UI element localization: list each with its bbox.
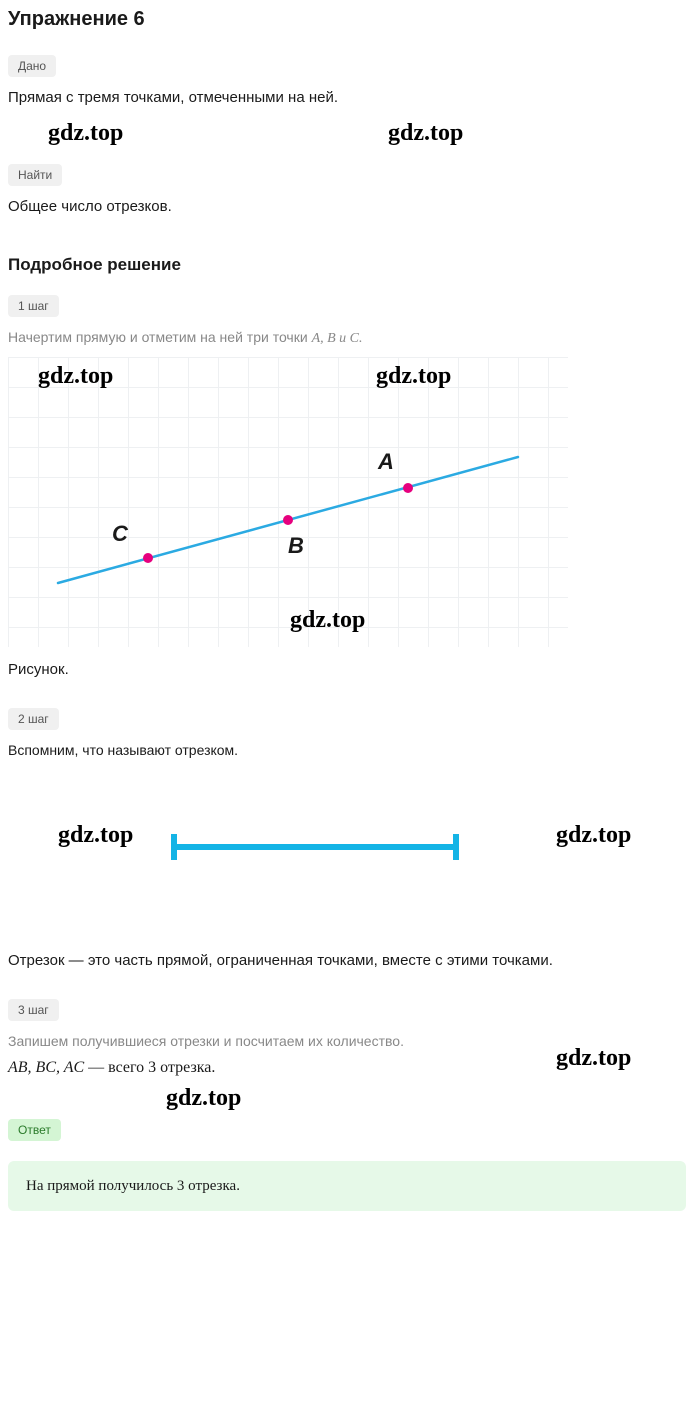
badge-find: Найти (8, 164, 62, 186)
segment-diagram: gdz.top gdz.top (8, 768, 686, 928)
badge-step1: 1 шаг (8, 295, 59, 317)
step3-math: AB, BC, AC (8, 1059, 84, 1076)
point-b-dot (283, 515, 293, 525)
solution-title: Подробное решение (8, 255, 686, 275)
watermark: gdz.top (58, 822, 133, 849)
answer-box: На прямой получилось 3 отрезка. (8, 1161, 686, 1211)
segment-definition: Отрезок — это часть прямой, ограниченная… (8, 952, 686, 969)
watermark: gdz.top (556, 822, 631, 849)
step1-text: Начертим прямую и отметим на ней три точ… (8, 329, 686, 347)
point-c-label: C (112, 521, 128, 547)
segment-cap-right (453, 834, 459, 860)
line-diagram: A B C gdz.top gdz.top gdz.top (8, 357, 568, 647)
badge-given: Дано (8, 55, 56, 77)
step2-text: Вспомним, что называют отрезком. (8, 742, 686, 758)
badge-step2: 2 шаг (8, 708, 59, 730)
step1-math: A, B и C. (312, 331, 363, 346)
diagram-line (8, 357, 568, 647)
watermark: gdz.top (48, 120, 123, 147)
badge-answer: Ответ (8, 1119, 61, 1141)
step3-result: AB, BC, AC — всего 3 отрезка. (8, 1059, 686, 1077)
watermark-row-1: gdz.top gdz.top (8, 120, 686, 156)
figure-caption: Рисунок. (8, 661, 686, 678)
segment-cap-left (171, 834, 177, 860)
step3-text: Запишем получившиеся отрезки и посчитаем… (8, 1033, 686, 1049)
segment-bar (174, 844, 456, 850)
point-a-dot (403, 483, 413, 493)
step1-prefix: Начертим прямую и отметим на ней три точ… (8, 329, 312, 345)
badge-step3: 3 шаг (8, 999, 59, 1021)
point-c-dot (143, 553, 153, 563)
given-text: Прямая с тремя точками, отмеченными на н… (8, 89, 686, 106)
point-a-label: A (378, 449, 394, 475)
page-title: Упражнение 6 (8, 8, 686, 31)
point-b-label: B (288, 533, 304, 559)
watermark: gdz.top (388, 120, 463, 147)
find-text: Общее число отрезков. (8, 198, 686, 215)
answer-text: На прямой получилось 3 отрезка. (26, 1178, 240, 1194)
step3-suffix: — всего 3 отрезка. (84, 1059, 215, 1076)
watermark: gdz.top (166, 1085, 241, 1112)
